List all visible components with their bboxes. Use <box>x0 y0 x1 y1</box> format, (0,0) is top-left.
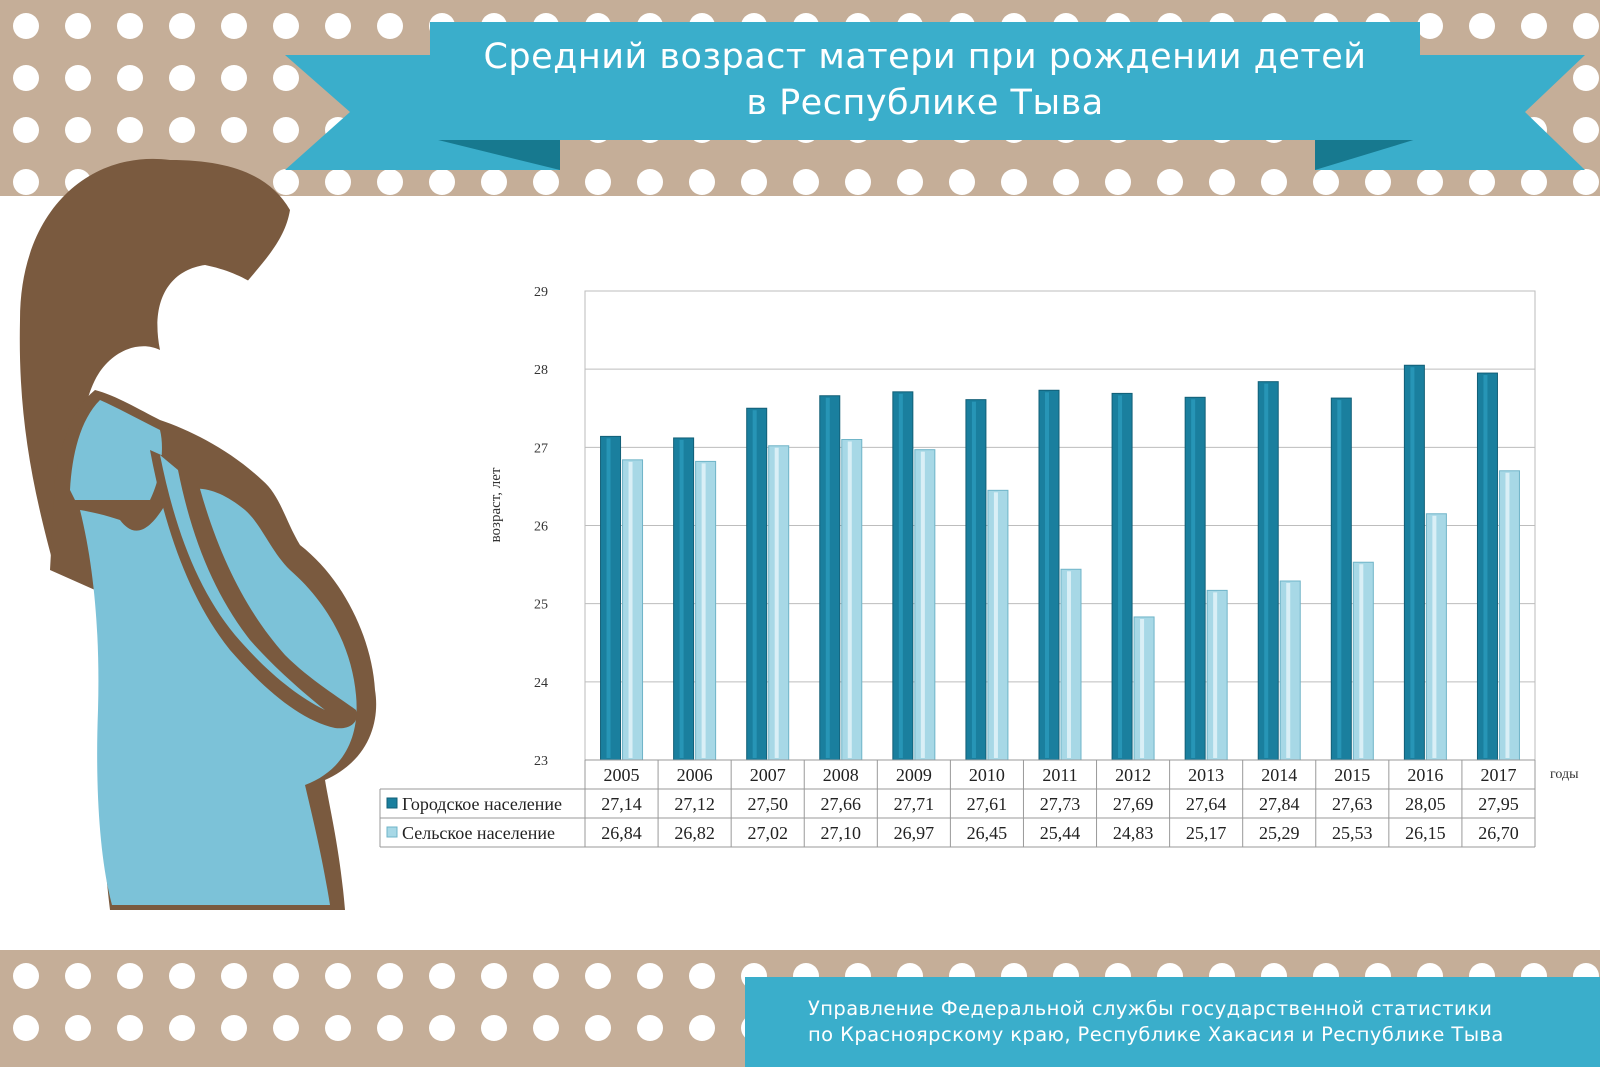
data-label: 25,17 <box>1186 823 1227 843</box>
data-label: 27,64 <box>1186 794 1227 814</box>
data-label: 27,66 <box>821 794 862 814</box>
bar-highlight <box>701 463 706 758</box>
bar-highlight <box>1483 375 1488 758</box>
bar-highlight <box>920 451 925 758</box>
bar-highlight <box>1505 472 1510 758</box>
y-tick-label: 27 <box>534 441 548 456</box>
x-tick-label: 2015 <box>1334 765 1370 785</box>
legend-swatch <box>386 826 398 838</box>
footer-source: Управление Федеральной службы государств… <box>808 996 1588 1048</box>
x-tick-label: 2017 <box>1480 765 1516 785</box>
legend-swatch <box>386 797 398 809</box>
data-label: 27,95 <box>1478 794 1519 814</box>
bar-highlight <box>1118 395 1123 758</box>
title-ribbon <box>430 22 1420 140</box>
y-tick-label: 24 <box>534 676 548 691</box>
data-label: 26,15 <box>1405 823 1446 843</box>
page-title: Средний возраст матери при рождении дете… <box>430 34 1420 126</box>
data-label: 27,84 <box>1259 794 1300 814</box>
bar-highlight <box>971 401 976 758</box>
x-tick-label: 2006 <box>677 765 713 785</box>
x-tick-label: 2016 <box>1407 765 1443 785</box>
x-tick-label: 2012 <box>1115 765 1151 785</box>
data-label: 25,29 <box>1259 823 1300 843</box>
y-tick-label: 25 <box>534 598 548 613</box>
legend-label: Городское население <box>402 794 562 814</box>
bar-highlight <box>1140 618 1145 758</box>
bar-highlight <box>847 441 852 758</box>
bottom-dotted-band <box>0 950 1600 1067</box>
y-tick-label: 26 <box>534 520 548 535</box>
footer-line-2: по Красноярскому краю, Республике Хакаси… <box>808 1023 1504 1046</box>
x-tick-label: 2007 <box>750 765 786 785</box>
footer-line-1: Управление Федеральной службы государств… <box>808 997 1493 1020</box>
bar-highlight <box>1045 392 1049 758</box>
x-tick-label: 2005 <box>604 765 640 785</box>
data-label: 27,73 <box>1040 794 1081 814</box>
y-tick-label: 28 <box>534 363 548 378</box>
x-axis-label: годы <box>1550 767 1579 782</box>
bar-highlight <box>1286 582 1291 758</box>
bar-highlight <box>1359 564 1364 758</box>
bar-highlight <box>898 393 903 758</box>
y-axis-label: возраст, лет <box>488 467 504 542</box>
data-label: 27,63 <box>1332 794 1373 814</box>
data-label: 27,61 <box>967 794 1008 814</box>
y-tick-label: 29 <box>534 285 548 300</box>
x-tick-label: 2009 <box>896 765 932 785</box>
data-label: 25,44 <box>1040 823 1081 843</box>
bar-highlight <box>1067 571 1071 758</box>
data-label: 27,69 <box>1113 794 1154 814</box>
x-tick-label: 2011 <box>1042 765 1077 785</box>
data-label: 27,10 <box>821 823 862 843</box>
y-tick-label: 23 <box>534 754 548 769</box>
bar-highlight <box>1264 383 1269 758</box>
bar-highlight <box>679 439 684 758</box>
chart-gridlines <box>584 290 1536 761</box>
data-label: 26,45 <box>967 823 1008 843</box>
bar-highlight <box>1410 367 1415 758</box>
bar-highlight <box>774 447 779 758</box>
pregnant-woman-illustration <box>19 158 377 910</box>
footer-panel <box>745 977 1600 1067</box>
data-label: 27,12 <box>674 794 715 814</box>
chart-bars <box>600 364 1520 761</box>
bar-highlight <box>752 410 757 758</box>
bar-highlight <box>993 492 998 758</box>
data-label: 24,83 <box>1113 823 1154 843</box>
data-table: 2005 2006 2007 2008 2009 2010 2011 2012 2013 2014… <box>379 759 1536 848</box>
data-label: 26,82 <box>674 823 715 843</box>
x-tick-label: 2014 <box>1261 765 1297 785</box>
bar-highlight <box>1191 399 1196 758</box>
bar-highlight <box>1213 592 1218 758</box>
legend-label: Сельское население <box>402 823 555 843</box>
title-line-2: в Республике Тыва <box>746 83 1104 123</box>
y-axis-ticks: 23 24 25 26 27 28 29 <box>534 285 548 769</box>
data-label: 27,02 <box>747 823 788 843</box>
data-label: 27,71 <box>894 794 935 814</box>
data-label: 26,84 <box>601 823 642 843</box>
bar-highlight <box>1432 515 1437 758</box>
data-label: 27,14 <box>601 794 642 814</box>
bar-highlight <box>606 438 611 758</box>
x-tick-label: 2013 <box>1188 765 1224 785</box>
x-tick-label: 2010 <box>969 765 1005 785</box>
bar-highlight <box>1337 400 1342 758</box>
bar-highlight <box>628 461 633 758</box>
data-label: 28,05 <box>1405 794 1446 814</box>
title-line-1: Средний возраст матери при рождении дете… <box>483 37 1367 77</box>
data-label: 25,53 <box>1332 823 1373 843</box>
top-dotted-band <box>0 0 1600 196</box>
data-label: 26,97 <box>894 823 935 843</box>
data-label: 27,50 <box>747 794 788 814</box>
x-tick-label: 2008 <box>823 765 859 785</box>
data-label: 26,70 <box>1478 823 1519 843</box>
bar-highlight <box>825 397 830 758</box>
